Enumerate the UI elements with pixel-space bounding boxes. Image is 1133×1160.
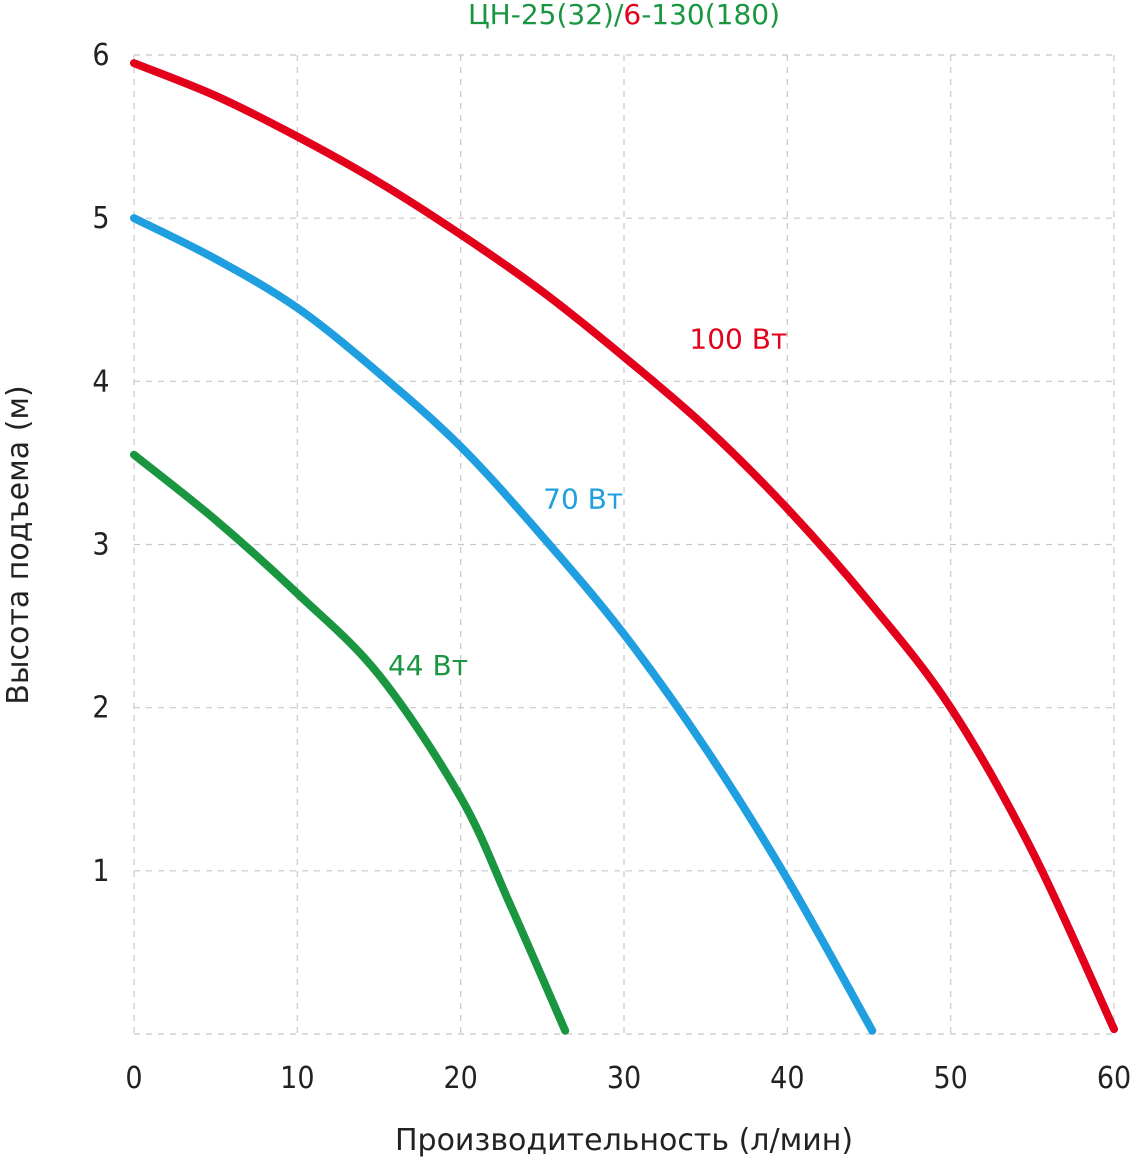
y-tick-label: 5 xyxy=(92,201,109,236)
series-curve xyxy=(130,59,1118,1034)
series-curve xyxy=(130,450,570,1035)
y-tick-label: 4 xyxy=(92,364,109,399)
x-tick-label: 10 xyxy=(280,1061,314,1096)
x-tick-label: 50 xyxy=(933,1061,967,1096)
x-tick-label: 40 xyxy=(770,1061,804,1096)
x-axis-ticks: 0 10 20 30 40 50 60 xyxy=(125,1061,1131,1096)
chart-title-part: 6 xyxy=(623,0,641,31)
series-annotations: 100 Вт 70 Вт 44 Вт xyxy=(388,323,787,682)
y-tick-label: 6 xyxy=(92,38,109,73)
x-tick-label: 0 xyxy=(125,1061,142,1096)
y-axis-ticks: 1 2 3 4 5 6 xyxy=(92,38,109,889)
series-label: 100 Вт xyxy=(689,323,787,356)
y-tick-label: 2 xyxy=(92,691,109,726)
series-curves xyxy=(130,59,1118,1035)
x-tick-label: 60 xyxy=(1097,1061,1131,1096)
series-label: 70 Вт xyxy=(543,483,623,516)
series-curve xyxy=(130,214,877,1035)
x-tick-label: 30 xyxy=(607,1061,641,1096)
series-label: 44 Вт xyxy=(388,649,468,682)
y-tick-label: 1 xyxy=(92,854,109,889)
y-tick-label: 3 xyxy=(92,528,109,563)
chart-title: ЦН-25(32)/6-130(180) xyxy=(468,0,780,31)
chart-title-part: -130(180) xyxy=(641,0,780,31)
y-axis-title: Высота подъема (м) xyxy=(1,385,36,704)
chart-title-part: ЦН-25(32)/ xyxy=(468,0,624,31)
grid xyxy=(133,54,1115,1035)
x-axis-title: Производительность (л/мин) xyxy=(395,1123,853,1158)
x-tick-label: 20 xyxy=(443,1061,477,1096)
